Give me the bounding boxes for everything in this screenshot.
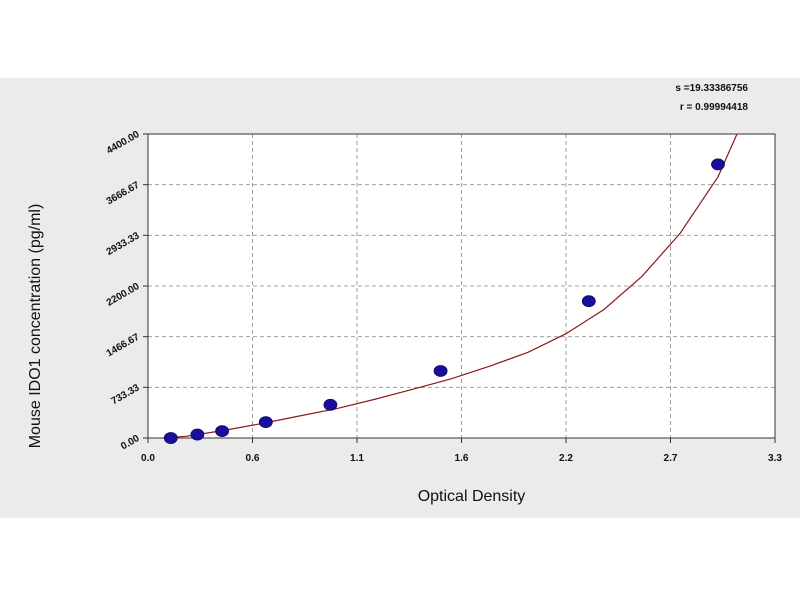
data-point <box>190 428 205 441</box>
data-point <box>433 365 448 377</box>
y-tick-label: 2933.33 <box>105 230 142 258</box>
y-tick-label: 4400.00 <box>105 129 142 157</box>
data-point <box>163 432 178 444</box>
y-axis-title: Mouse IDO1 concentration (pg/ml) <box>27 204 44 449</box>
y-tick-label: 2200.00 <box>105 281 142 309</box>
y-tick-label: 733.33 <box>110 382 142 407</box>
fit-stat-s: s =19.33386756 <box>675 83 748 94</box>
y-tick-label: 1466.67 <box>105 332 142 360</box>
data-point <box>215 425 230 437</box>
data-point <box>258 416 273 429</box>
chart-plot: 0.0 0.6 1.1 1.6 2.2 2.7 3.3 0.00 733.33 1466.67 22… <box>27 129 782 505</box>
x-tick-label: 1.1 <box>350 453 364 464</box>
y-tick-label: 3666.67 <box>105 180 142 208</box>
x-tick-label: 3.3 <box>768 453 782 464</box>
x-axis-title: Optical Density <box>418 488 526 505</box>
x-tick-label: 1.6 <box>455 453 469 464</box>
data-point <box>711 158 725 171</box>
fit-curve <box>163 133 738 438</box>
x-tick-label: 0.0 <box>141 453 155 464</box>
data-point <box>581 295 596 308</box>
y-tick-label: 0.00 <box>119 433 142 452</box>
fit-stat-r: r = 0.99994418 <box>679 102 748 113</box>
x-tick-label: 2.7 <box>664 453 678 464</box>
data-point <box>323 398 338 411</box>
x-tick-label: 2.2 <box>559 453 573 464</box>
chart-figure: 0.0 0.6 1.1 1.6 2.2 2.7 3.3 0.00 733.33 1466.67 22… <box>0 78 800 518</box>
x-tick-label: 0.6 <box>246 453 260 464</box>
